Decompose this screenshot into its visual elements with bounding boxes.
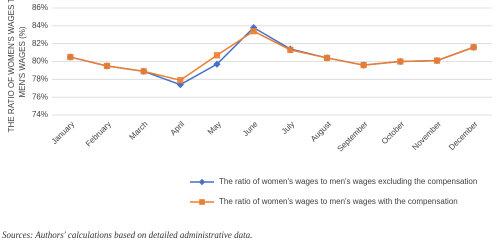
point — [397, 58, 404, 65]
x-tick-label: August — [309, 119, 334, 144]
y-tick-label: 76% — [32, 92, 48, 101]
legend-label: The ratio of women's wages to men's wage… — [219, 197, 458, 206]
point — [213, 52, 221, 59]
point — [67, 53, 74, 61]
y-tick-label: 84% — [32, 21, 48, 30]
point — [103, 62, 111, 70]
point — [287, 46, 294, 54]
y-tick-label: 78% — [32, 74, 48, 83]
x-tick-label: November — [410, 119, 443, 152]
y-axis-label: MEN'S WAGES (%) — [18, 26, 27, 97]
x-tick-label: April — [169, 119, 187, 137]
y-tick-label: 82% — [32, 39, 48, 48]
point — [140, 68, 147, 75]
y-axis-label: THE RATIO OF WOMEN'S WAGES TO — [7, 0, 16, 132]
series-line — [70, 26, 474, 86]
x-tick-label: September — [336, 119, 370, 153]
point — [177, 77, 184, 84]
x-tick-label: January — [50, 120, 76, 146]
source-note: Sources: Authors' calculations based on … — [2, 230, 252, 240]
x-tick-label: February — [84, 120, 113, 149]
legend-label: The ratio of women's wages to men's wage… — [219, 177, 477, 186]
x-tick-label: December — [447, 119, 480, 152]
x-tick-label: July — [280, 120, 296, 136]
legend-marker — [198, 178, 206, 186]
x-tick-label: June — [241, 119, 260, 138]
y-tick-label: 74% — [32, 110, 48, 119]
point — [433, 57, 441, 64]
point — [213, 60, 221, 68]
y-tick-label: 80% — [32, 57, 48, 66]
point — [360, 61, 367, 69]
y-tick-label: 86% — [32, 3, 48, 12]
legend-marker — [199, 199, 205, 205]
x-tick-label: October — [380, 119, 407, 146]
x-tick-label: March — [127, 120, 149, 142]
point — [323, 54, 331, 62]
x-tick-label: May — [206, 120, 223, 137]
series-line — [70, 30, 474, 82]
point — [470, 44, 477, 51]
point — [250, 28, 257, 35]
